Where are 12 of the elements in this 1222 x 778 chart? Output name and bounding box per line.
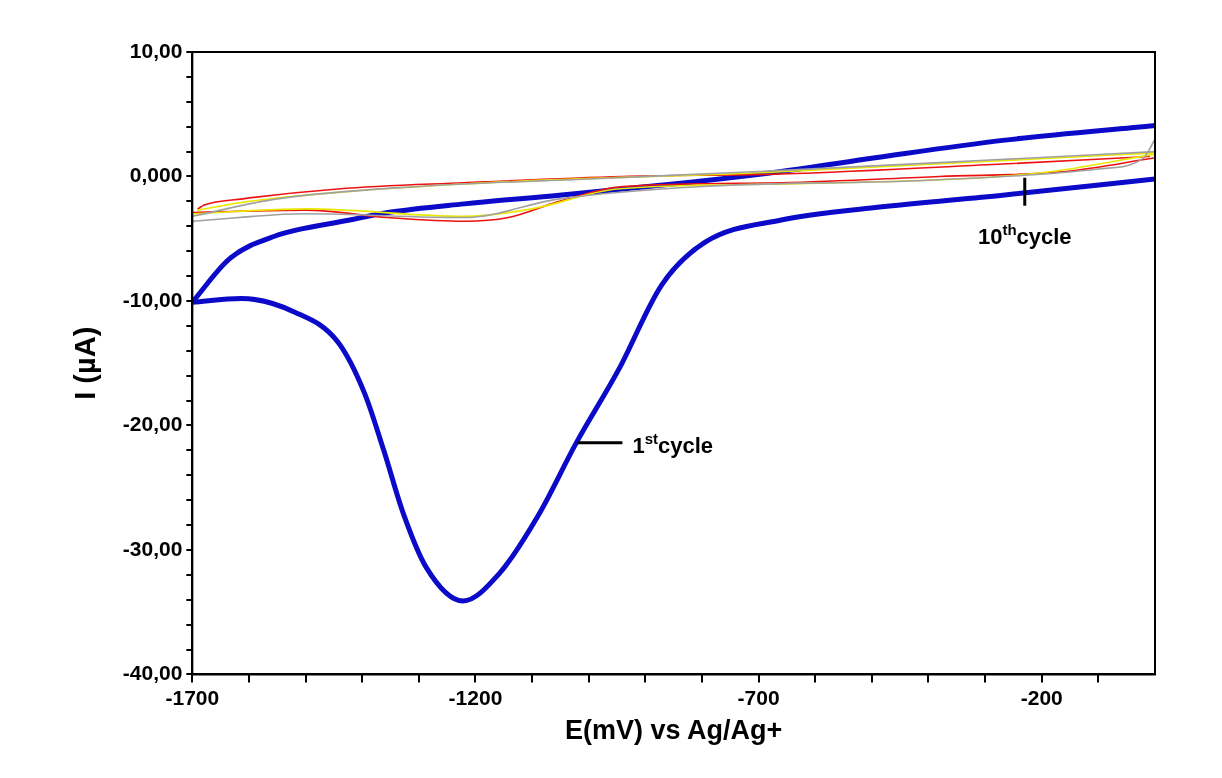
x-tick-label: -200 — [1020, 685, 1063, 709]
y-tick-label: 0,000 — [129, 163, 183, 187]
x-tick-label: -1200 — [448, 685, 503, 709]
y-tick-label: 10,00 — [129, 38, 183, 62]
x-axis-title: E(mV) vs Ag/Ag+ — [565, 715, 783, 746]
y-tick-label: -10,00 — [122, 287, 183, 311]
x-tick-label: -1700 — [165, 685, 220, 709]
y-tick-label: -20,00 — [122, 412, 183, 436]
y-tick-label: -30,00 — [122, 536, 183, 560]
y-axis-title: I (µA) — [69, 326, 102, 400]
y-tick-label: -40,00 — [122, 661, 183, 685]
x-tick-label: -700 — [737, 685, 780, 709]
